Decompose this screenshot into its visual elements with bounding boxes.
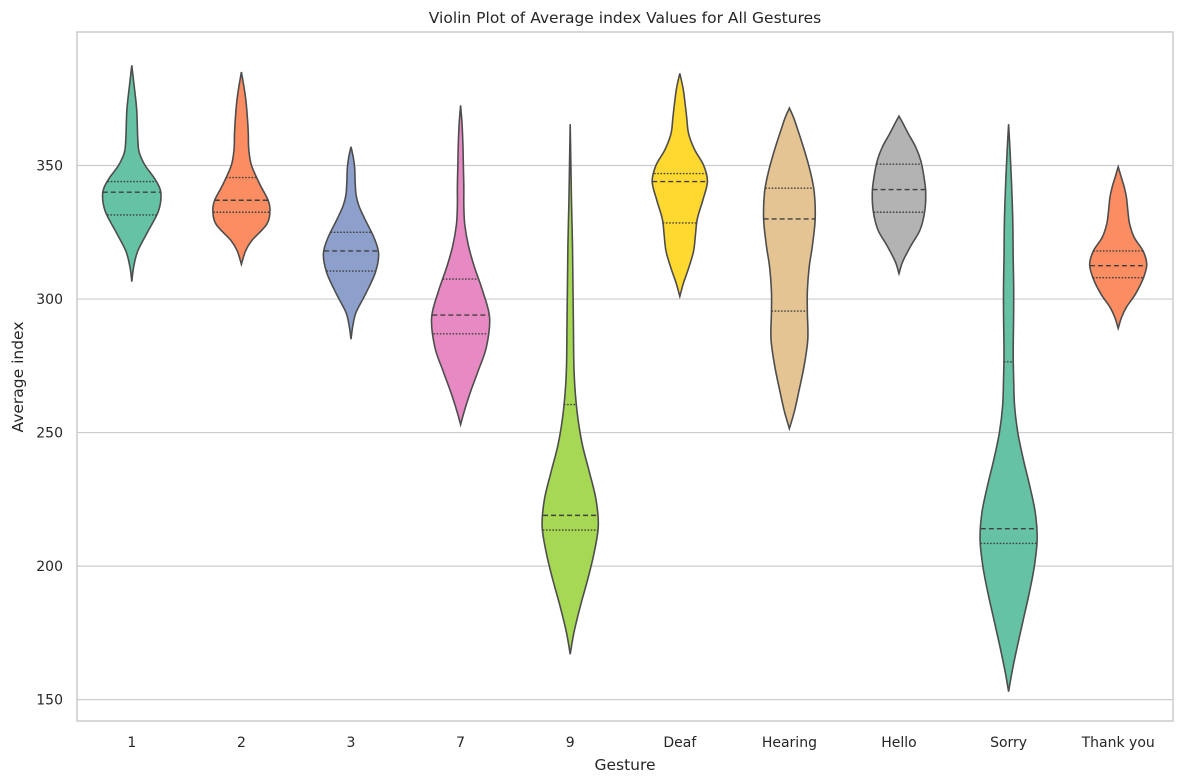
x-tick-label-1: 1 — [127, 735, 136, 751]
y-axis-label: Average index — [9, 322, 27, 433]
plot-frame — [76, 31, 1174, 722]
violin-thank-you — [1088, 164, 1148, 332]
y-tick-label-250: 250 — [36, 426, 63, 442]
y-tick-label-300: 300 — [36, 292, 63, 308]
x-tick-label-hearing: Hearing — [762, 735, 817, 751]
violin-body-2 — [212, 71, 271, 268]
violin-body-3 — [322, 146, 380, 340]
violin-body-sorry — [979, 124, 1038, 692]
x-tick-label-7: 7 — [456, 735, 465, 751]
x-tick-label-thank-you: Thank you — [1081, 735, 1155, 751]
violin-body-hearing — [762, 106, 817, 432]
violin-sorry — [979, 124, 1038, 692]
violins — [101, 65, 1148, 692]
y-tick-labels: 150 200 250 300 350 — [36, 159, 63, 709]
violin-9 — [541, 124, 600, 655]
violin-body-9 — [541, 124, 600, 655]
x-tick-label-9: 9 — [566, 735, 575, 751]
violin-hearing — [762, 106, 817, 432]
x-tick-labels: 1 2 3 7 9 Deaf Hearing Hello Sorry Thank you — [127, 735, 1154, 751]
x-tick-label-sorry: Sorry — [990, 735, 1027, 751]
y-tick-label-150: 150 — [36, 693, 63, 709]
violin-hello — [871, 114, 927, 277]
violin-body-thank-you — [1088, 164, 1148, 332]
violin-1 — [101, 65, 162, 282]
x-axis-label: Gesture — [594, 756, 655, 774]
chart-title: Violin Plot of Average index Values for … — [429, 9, 821, 27]
y-tick-label-200: 200 — [36, 559, 63, 575]
x-tick-label-3: 3 — [347, 735, 356, 751]
violin-7 — [430, 105, 491, 428]
x-tick-label-deaf: Deaf — [663, 735, 697, 751]
y-tick-label-350: 350 — [36, 159, 63, 175]
x-tick-label-2: 2 — [237, 735, 246, 751]
violin-2 — [212, 71, 271, 268]
violin-body-hello — [871, 114, 927, 277]
violin-body-1 — [101, 65, 162, 282]
violin-body-7 — [430, 105, 491, 428]
violin-deaf — [651, 73, 709, 300]
violin-3 — [322, 146, 380, 340]
x-tick-label-hello: Hello — [881, 735, 917, 751]
violin-body-deaf — [651, 73, 709, 300]
